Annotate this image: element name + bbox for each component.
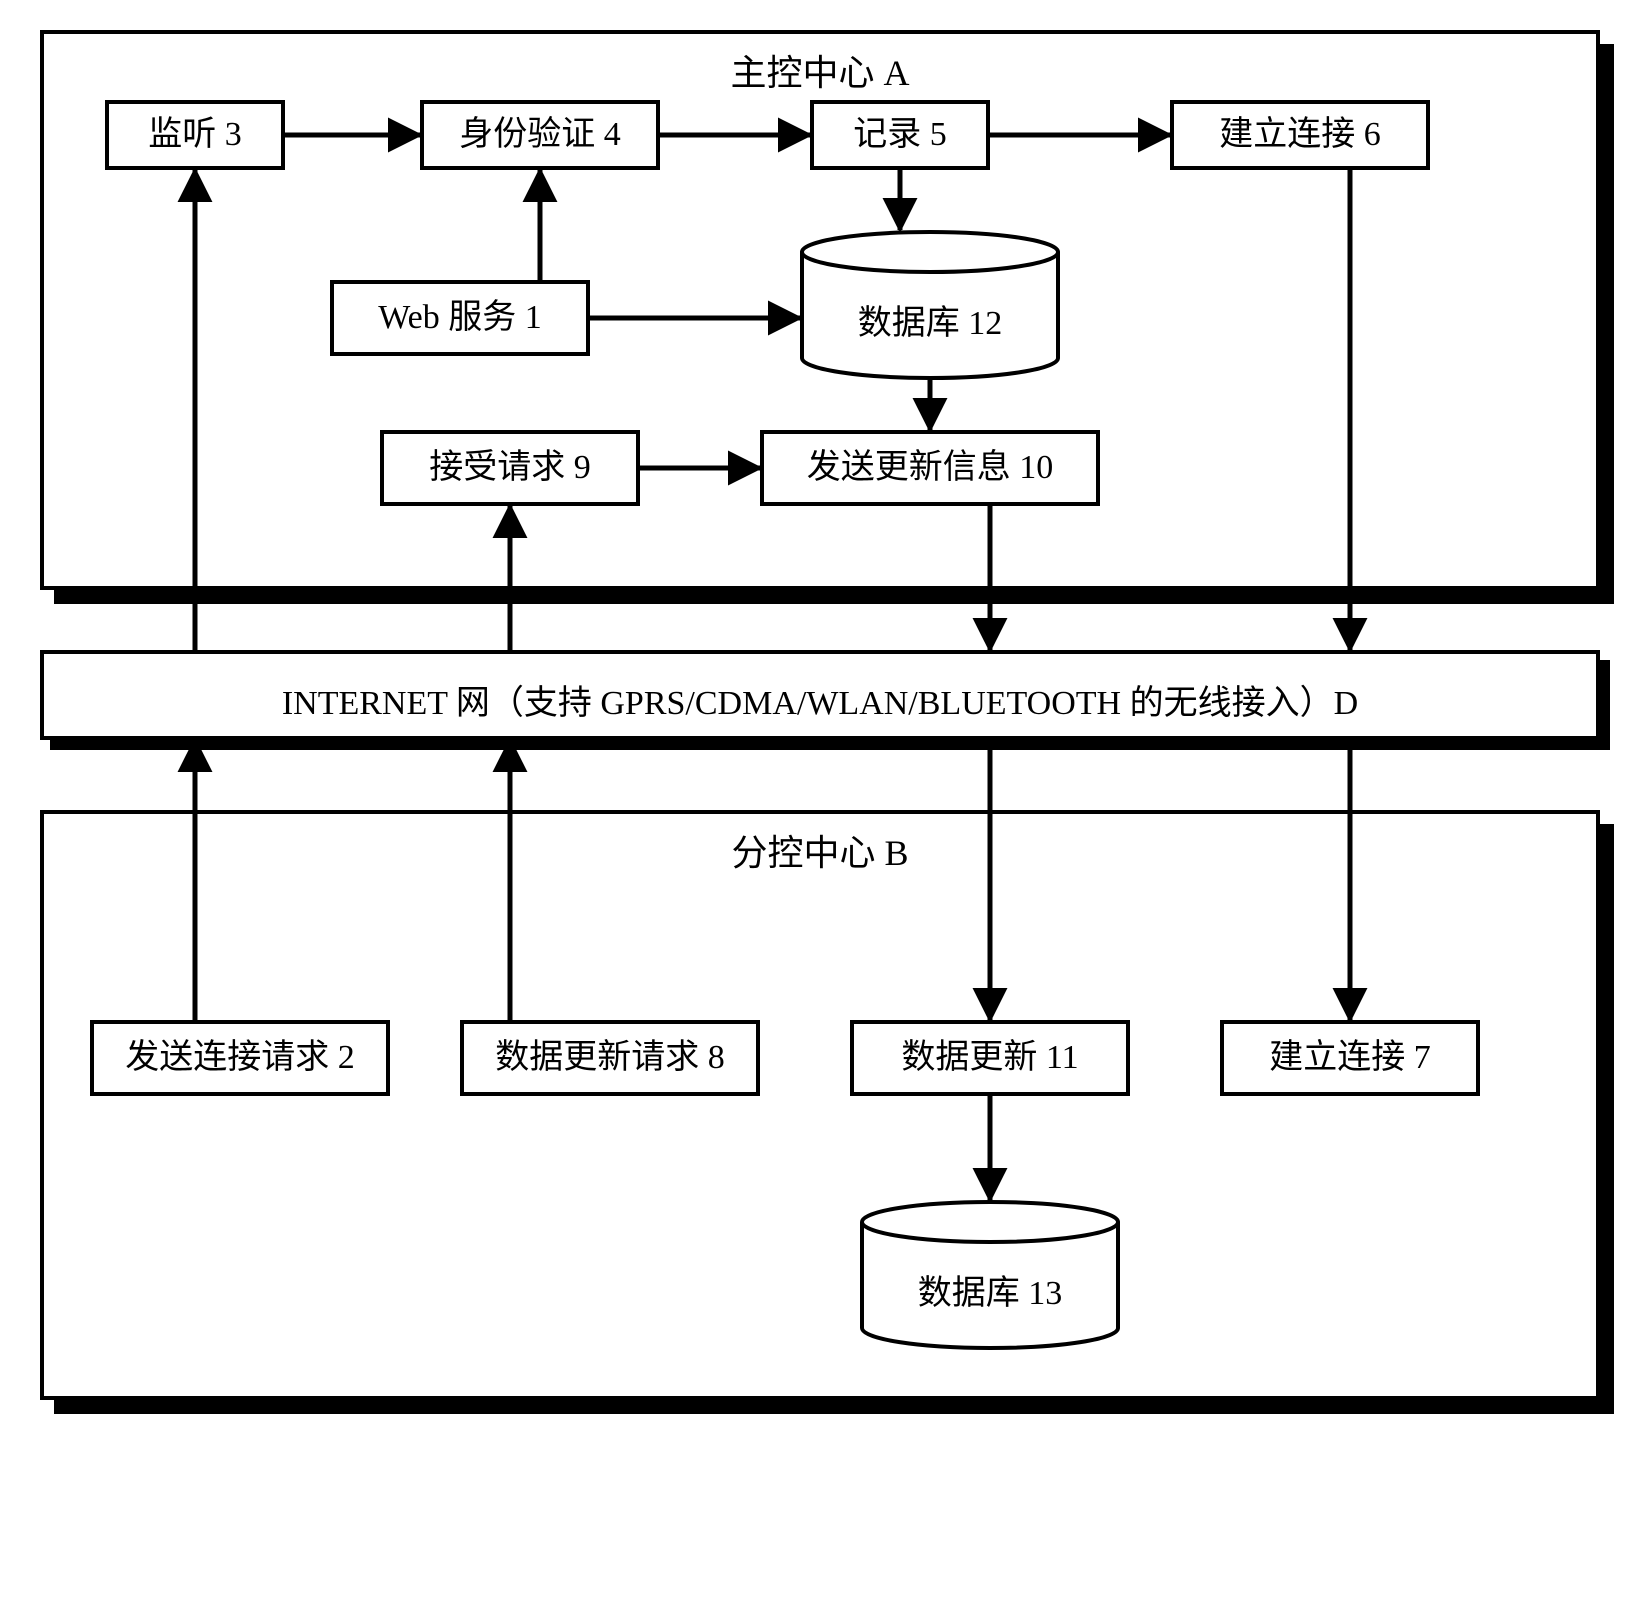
diagram-canvas: 主控中心 A INTERNET 网（支持 GPRS/CDMA/WLAN/BLUET…: [20, 20, 1620, 1595]
node-n5: 记录 5: [810, 100, 990, 170]
node-n11: 数据更新 11: [850, 1020, 1130, 1096]
cylinder-db13: 数据库 13: [860, 1200, 1120, 1350]
node-n7: 建立连接 7: [1220, 1020, 1480, 1096]
cylinder-label-db13: 数据库 13: [860, 1265, 1120, 1314]
panel-title-A: 主控中心 A: [670, 44, 970, 96]
node-n4: 身份验证 4: [420, 100, 660, 170]
cylinder-label-db12: 数据库 12: [800, 295, 1060, 344]
panel-label-D: INTERNET 网（支持 GPRS/CDMA/WLAN/BLUETOOTH 的…: [40, 675, 1600, 724]
node-n10: 发送更新信息 10: [760, 430, 1100, 506]
node-n9: 接受请求 9: [380, 430, 640, 506]
node-n6: 建立连接 6: [1170, 100, 1430, 170]
node-n1: Web 服务 1: [330, 280, 590, 356]
cylinder-db12: 数据库 12: [800, 230, 1060, 380]
node-n8: 数据更新请求 8: [460, 1020, 760, 1096]
node-n3: 监听 3: [105, 100, 285, 170]
panel-B: [40, 810, 1600, 1400]
node-n2: 发送连接请求 2: [90, 1020, 390, 1096]
panel-title-B: 分控中心 B: [670, 824, 970, 876]
